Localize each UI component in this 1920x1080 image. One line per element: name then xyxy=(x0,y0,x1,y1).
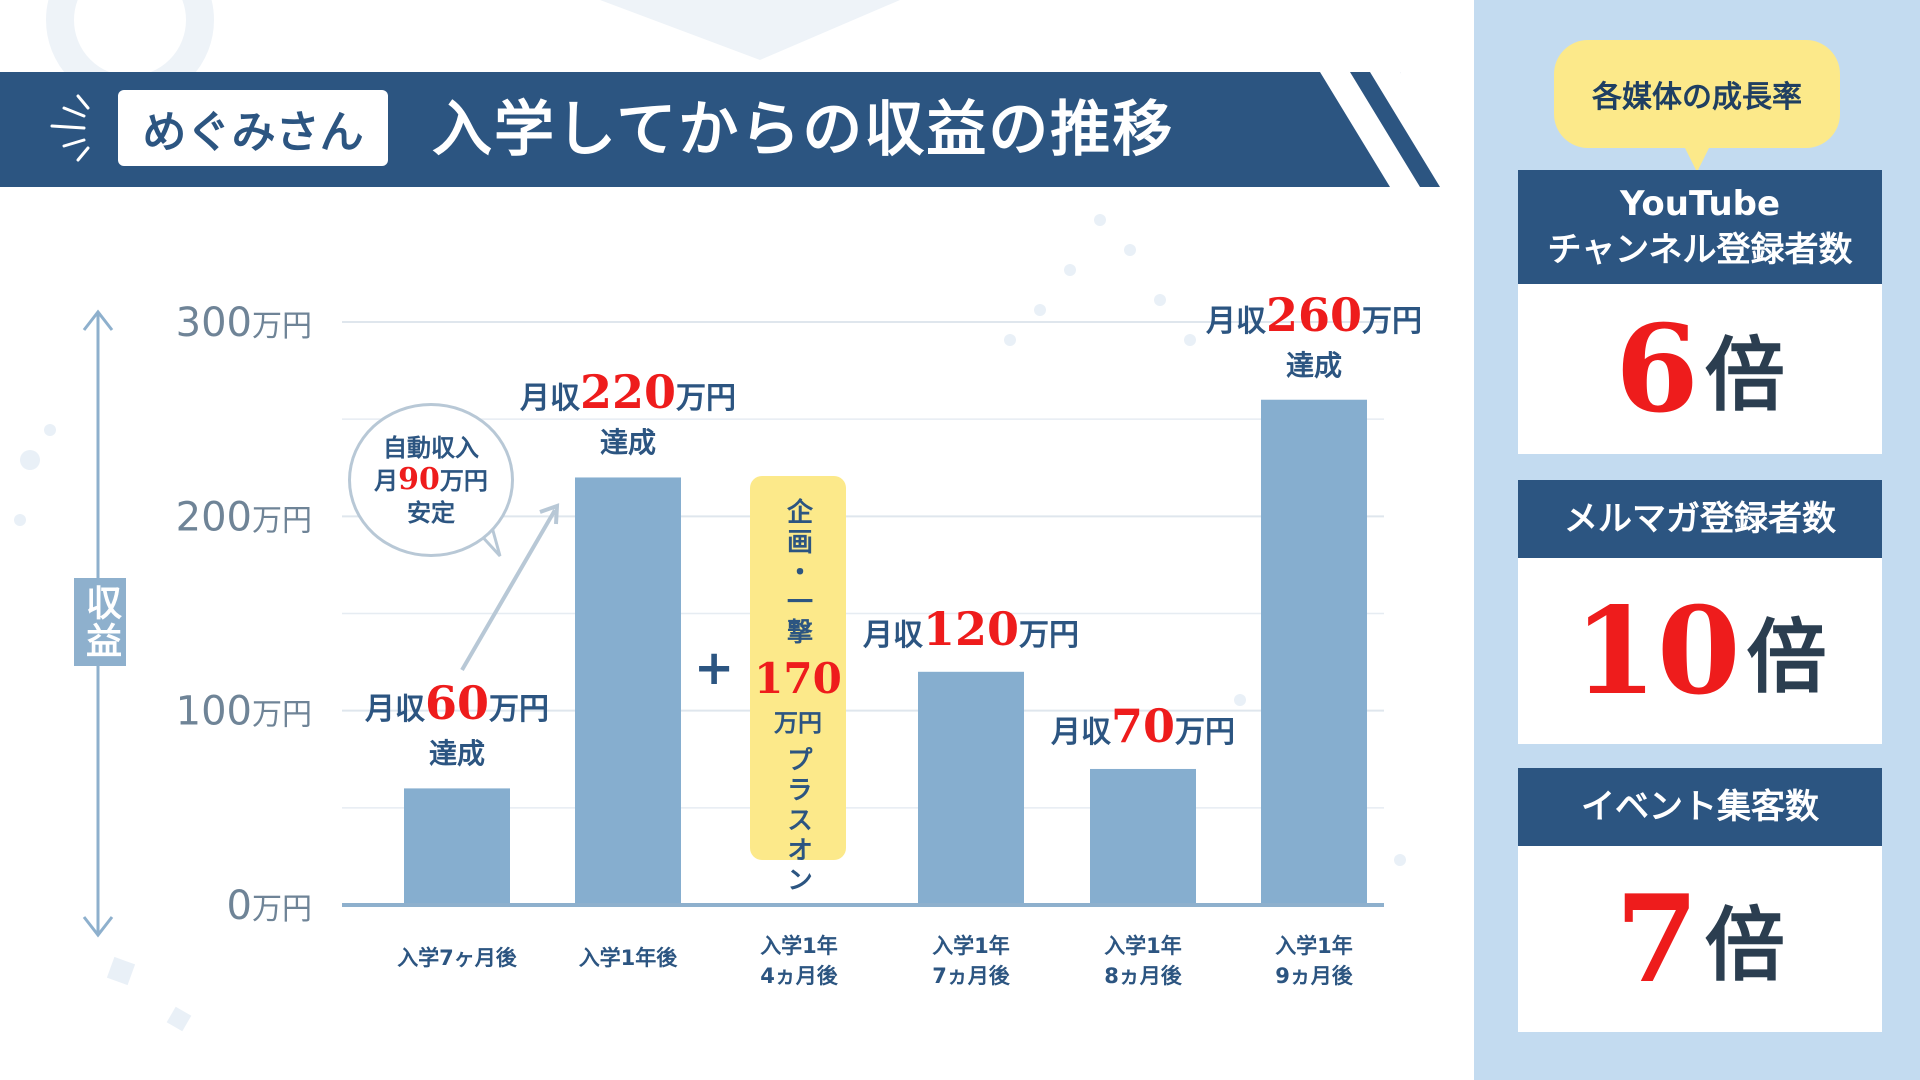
annotation-value: 60 xyxy=(424,676,489,731)
annotation-prefix: 月収 xyxy=(364,692,425,728)
page-title: 入学してからの収益の推移 xyxy=(432,95,1175,165)
y-tick-label: 300万円 xyxy=(176,300,312,346)
annotation-amount: 月収70万円 xyxy=(983,699,1303,753)
annotation-amount: 月収220万円 xyxy=(468,365,788,419)
annotation-value: 220 xyxy=(579,365,677,420)
y-tick-label: 100万円 xyxy=(176,689,312,735)
annotation-prefix: 月収 xyxy=(1205,303,1266,339)
y-axis-label: 収益 xyxy=(74,578,126,666)
annotation-prefix: 月収 xyxy=(1050,714,1111,750)
y-axis-arrow-top xyxy=(82,309,114,331)
addon-value: 170 xyxy=(754,654,842,703)
x-tick-label: 7ヵ月後 xyxy=(932,964,1011,988)
growth-heading: 各媒体の成長率 xyxy=(1554,40,1840,148)
annotation-value: 70 xyxy=(1110,698,1175,753)
growth-heading-tail xyxy=(1684,146,1710,172)
addon-suffix: プラスオン xyxy=(782,746,813,896)
callout-line1: 自動収入 xyxy=(383,433,479,462)
y-axis-label-text: 収益 xyxy=(80,584,121,660)
x-tick-label: 9ヵ月後 xyxy=(1275,964,1354,988)
callout-line2: 月90万円 xyxy=(374,461,488,497)
annotation-prefix: 月収 xyxy=(862,617,923,653)
revenue-chart: 0万円 100万円 200万円 300万円入学7ヶ月後 入学1年後 入学1年 4ヵ月後 入学1… xyxy=(74,288,1474,988)
annotation-unit: 万円 xyxy=(676,381,737,417)
growth-card: メルマガ登録者数 10 倍 xyxy=(1518,480,1882,744)
x-tick-label: 入学1年後 xyxy=(579,946,679,970)
bar-annotation: 月収120万円 xyxy=(811,602,1131,656)
person-name-badge: めぐみさん xyxy=(118,90,388,166)
annotation-suffix: 達成 xyxy=(1285,348,1342,382)
bar xyxy=(575,477,681,905)
bar xyxy=(918,671,1024,905)
callout-line3: 安定 xyxy=(407,498,455,527)
header-stripes xyxy=(1320,72,1460,187)
callout-value: 90 xyxy=(398,461,440,497)
growth-arrow-head xyxy=(539,503,560,525)
addon-unit: 万円 xyxy=(774,709,822,737)
growth-multiplier: 7 xyxy=(1615,868,1699,1010)
x-tick-label: 入学7ヶ月後 xyxy=(397,946,518,970)
growth-multiplier-unit: 倍 xyxy=(1704,899,1785,992)
growth-arrow-line xyxy=(460,508,557,672)
growth-multiplier: 10 xyxy=(1573,580,1741,722)
y-tick-label: 200万円 xyxy=(176,494,312,540)
growth-multiplier-unit: 倍 xyxy=(1704,329,1785,422)
growth-card-label-line: イベント集客数 xyxy=(1581,787,1819,827)
x-tick-label: 入学1年 xyxy=(760,934,838,958)
plus-sign: + xyxy=(694,640,735,696)
bar xyxy=(1090,768,1196,905)
annotation-suffix: 達成 xyxy=(428,737,485,771)
auto-income-callout: 自動収入 月90万円 安定 xyxy=(348,403,514,557)
annotation-value: 260 xyxy=(1265,287,1363,342)
annotation-suffix: 達成 xyxy=(599,426,656,460)
annotation-value: 120 xyxy=(922,601,1020,656)
x-tick-label: 入学1年 xyxy=(1104,934,1182,958)
growth-card-label: イベント集客数 xyxy=(1518,768,1882,846)
annotation-unit: 万円 xyxy=(1019,617,1080,653)
annotation-prefix: 月収 xyxy=(519,381,580,417)
bar-annotation: 月収220万円 達成 xyxy=(468,365,788,461)
growth-card-label-line: メルマガ登録者数 xyxy=(1564,499,1836,539)
growth-card-label-line: チャンネル登録者数 xyxy=(1547,230,1853,270)
bar-annotation: 月収260万円 達成 xyxy=(1154,288,1474,384)
bar xyxy=(1261,399,1367,905)
x-tick-label: 4ヵ月後 xyxy=(760,964,839,988)
x-tick-label: 入学1年 xyxy=(1275,934,1353,958)
annotation-unit: 万円 xyxy=(1175,714,1235,750)
growth-card: イベント集客数 7 倍 xyxy=(1518,768,1882,1032)
x-tick-label: 入学1年 xyxy=(932,934,1010,958)
annotation-amount: 月収260万円 xyxy=(1154,288,1474,342)
y-tick-label: 0万円 xyxy=(227,883,312,929)
x-tick-label: 8ヵ月後 xyxy=(1104,964,1183,988)
annotation-amount: 月収60万円 xyxy=(297,676,617,730)
addon-highlight: 企画・一撃 170 万円 プラスオン xyxy=(750,476,846,896)
annotation-amount: 月収120万円 xyxy=(811,602,1131,656)
growth-card-label: メルマガ登録者数 xyxy=(1518,480,1882,558)
emphasis-burst-icon xyxy=(50,94,90,162)
growth-card-value: 10 倍 xyxy=(1518,558,1882,744)
growth-card-label: YouTube チャンネル登録者数 xyxy=(1518,170,1882,284)
growth-card-label-line: YouTube xyxy=(1619,184,1781,224)
annotation-unit: 万円 xyxy=(1362,303,1423,339)
annotation-unit: 万円 xyxy=(489,692,549,728)
growth-card: YouTube チャンネル登録者数 6 倍 xyxy=(1518,170,1882,454)
y-axis-arrow-bottom xyxy=(82,916,114,938)
callout-unit: 万円 xyxy=(439,466,488,495)
growth-multiplier-unit: 倍 xyxy=(1746,611,1827,704)
bar-annotation: 月収60万円 達成 xyxy=(297,676,617,772)
growth-multiplier: 6 xyxy=(1615,298,1699,440)
bar-annotation: 月収70万円 xyxy=(983,699,1303,753)
callout-prefix: 月 xyxy=(374,466,399,495)
addon-label: 企画・一撃 xyxy=(782,498,813,648)
bar xyxy=(404,788,510,905)
